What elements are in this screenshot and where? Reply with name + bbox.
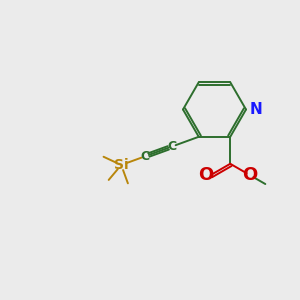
Text: O: O [198,166,214,184]
Text: C: C [167,140,176,153]
Text: Si: Si [114,158,128,172]
Text: C: C [141,150,150,163]
Text: O: O [242,166,257,184]
Text: N: N [250,102,262,117]
